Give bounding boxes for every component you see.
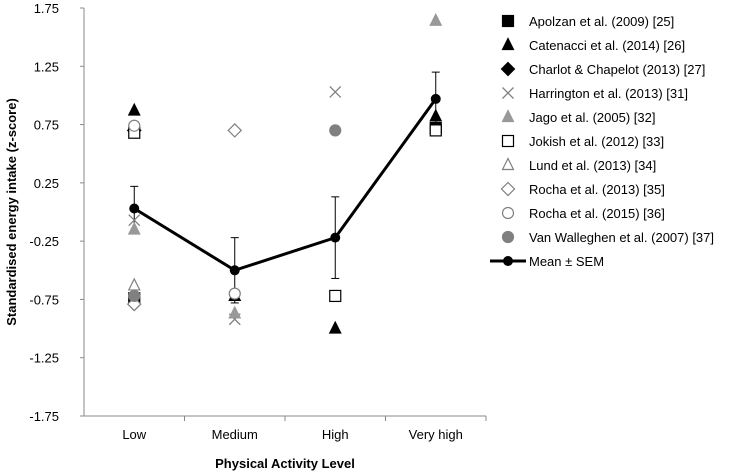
x-tick-label: Medium <box>212 427 258 442</box>
x-tick-label: High <box>322 427 349 442</box>
mean-line <box>133 98 437 272</box>
data-point <box>329 289 342 303</box>
error-bars <box>130 71 440 304</box>
legend-label: Rocha et al. (2013) [35] <box>529 182 665 197</box>
mean-line-group <box>129 93 441 276</box>
data-point <box>329 124 342 137</box>
data-point <box>329 85 342 98</box>
legend-marker <box>500 61 516 77</box>
legend-label: Apolzan et al. (2009) [25] <box>529 14 674 29</box>
legend-marker <box>501 206 515 220</box>
mean-point <box>229 265 240 276</box>
legend-marker <box>501 134 515 148</box>
data-point <box>429 124 442 137</box>
scatter-points <box>126 12 443 334</box>
data-point <box>128 214 141 227</box>
y-ticks: 1.75 1.25 0.75 0.25 -0.25 -0.75 -1.25 -1.75 <box>29 1 84 424</box>
legend-marker <box>501 37 515 51</box>
y-tick-label: -1.25 <box>29 351 59 366</box>
data-point <box>227 123 243 138</box>
y-axis-title: Standardised energy intake (z-score) <box>4 98 19 326</box>
data-point <box>128 119 141 132</box>
data-point <box>228 287 241 300</box>
data-point <box>429 12 443 26</box>
mean-point <box>330 232 341 243</box>
y-tick-label: 0.75 <box>34 118 59 133</box>
y-tick-label: 1.75 <box>34 1 59 16</box>
data-point <box>429 108 443 122</box>
x-ticks: Low Medium High Very high <box>122 416 487 442</box>
legend-label: Catenacci et al. (2014) [26] <box>529 38 685 53</box>
mean-point <box>129 203 140 214</box>
legend-label: Charlot & Chapelot (2013) [27] <box>529 62 705 77</box>
data-point <box>128 289 141 303</box>
data-point <box>228 305 242 319</box>
y-tick-label: -0.75 <box>29 292 59 307</box>
data-point <box>127 277 141 291</box>
legend-label: Harrington et al. (2013) [31] <box>529 86 688 101</box>
legend-marker <box>502 87 514 99</box>
legend-label: Van Walleghen et al. (2007) [37] <box>529 230 714 245</box>
y-tick-label: 0.25 <box>34 176 59 191</box>
x-tick-label: Low <box>122 427 146 442</box>
x-tick-label: Very high <box>409 427 463 442</box>
legend-marker <box>503 256 513 266</box>
legend-label: Mean ± SEM <box>529 254 604 269</box>
legend-marker <box>501 109 515 123</box>
legend-label: Rocha et al. (2015) [36] <box>529 206 665 221</box>
mean-point <box>430 93 441 104</box>
y-tick-label: 1.25 <box>34 59 59 74</box>
legend-marker <box>501 157 515 171</box>
legend-marker <box>500 181 516 197</box>
legend-marker <box>501 230 515 244</box>
legend-label: Jago et al. (2005) [32] <box>529 110 655 125</box>
data-point <box>328 320 342 334</box>
y-tick-label: -1.75 <box>29 409 59 424</box>
y-tick-label: -0.25 <box>29 234 59 249</box>
x-axis-title: Physical Activity Level <box>215 456 355 471</box>
data-point <box>127 221 141 235</box>
axes <box>83 8 486 417</box>
legend-marker <box>501 14 515 28</box>
legend-label: Lund et al. (2013) [34] <box>529 158 656 173</box>
legend-label: Jokish et al. (2012) [33] <box>529 134 664 149</box>
data-point <box>127 102 141 116</box>
legend: Apolzan et al. (2009) [25] Catenacci et a… <box>490 14 714 269</box>
